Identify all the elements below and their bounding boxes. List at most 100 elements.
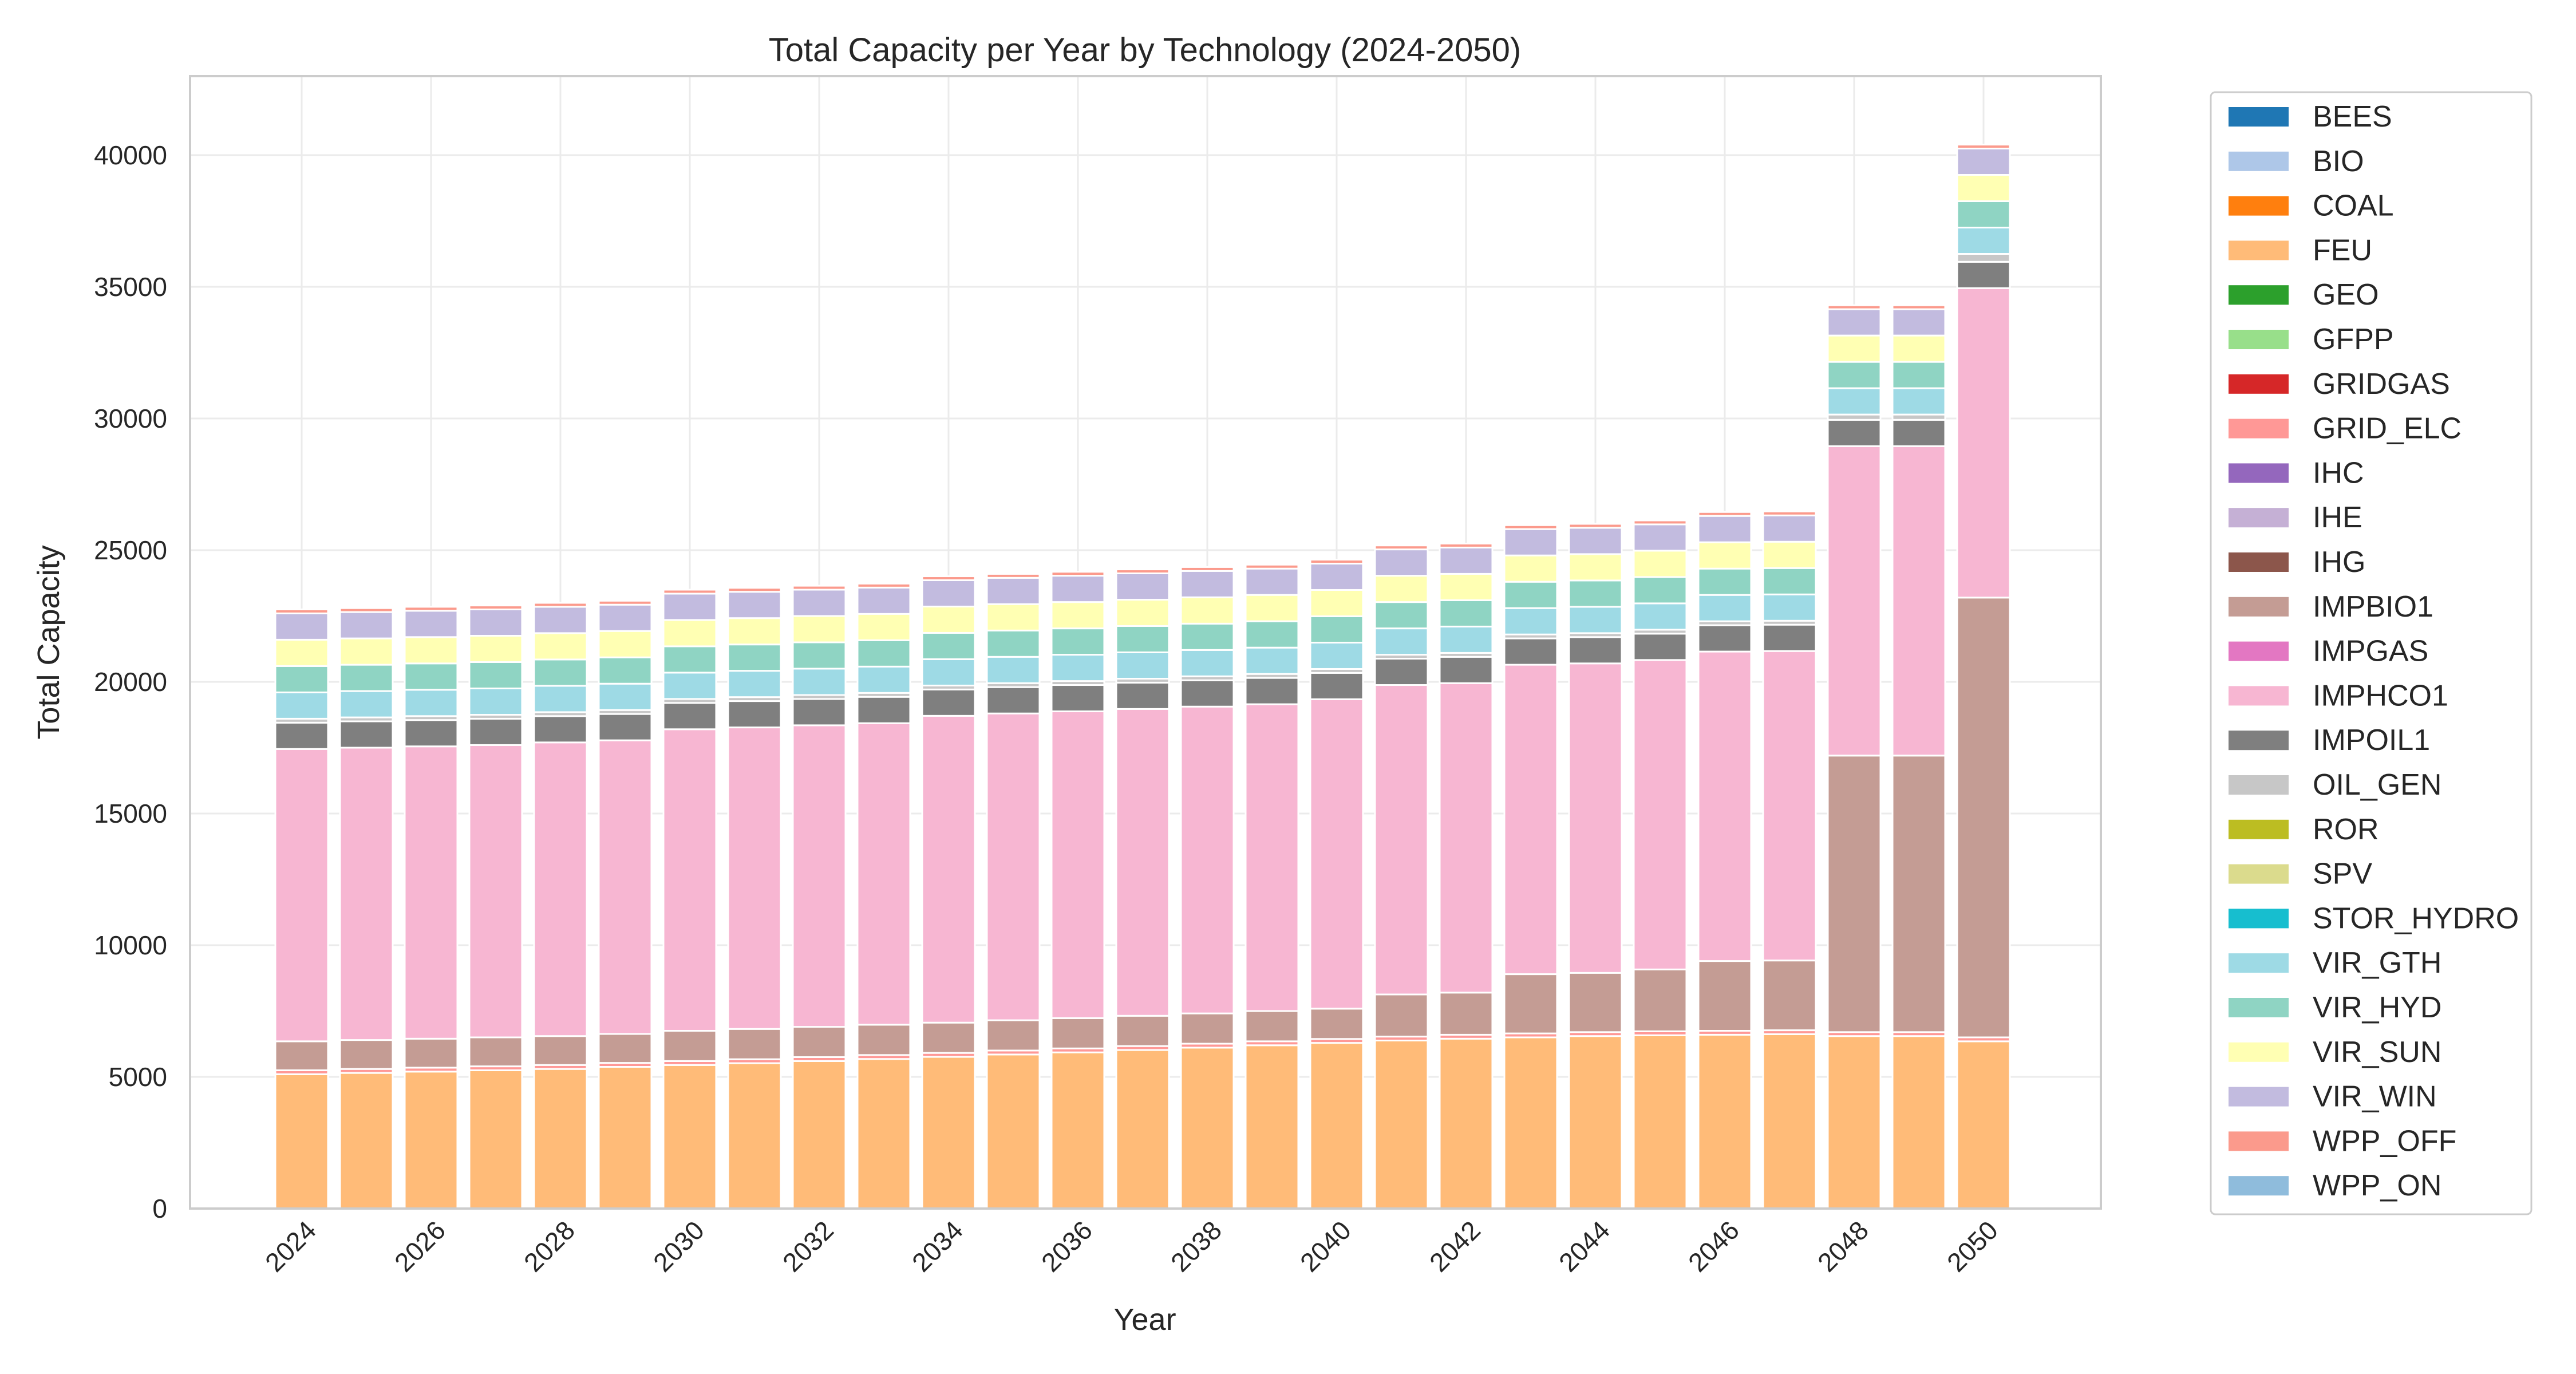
bar-segment-wpp-off: [1568, 523, 1623, 529]
bar-segment-vir-sun: [1762, 540, 1817, 569]
bar-segment-impoil1: [1568, 636, 1623, 665]
bar-segment-vir-gth: [662, 672, 717, 700]
bar-segment-impbio1: [921, 1021, 976, 1054]
legend-swatch-ihe: [2229, 508, 2289, 528]
bar-segment-vir-hyd: [1115, 625, 1170, 653]
bar-segment-imphco1: [1697, 650, 1752, 962]
bar-segment-impoil1: [468, 717, 523, 746]
bar-segment-imphco1: [598, 739, 653, 1035]
bar-segment-wpp-off: [598, 599, 653, 606]
legend-swatch-feu: [2229, 240, 2289, 260]
bar-segment-vir-gth: [1762, 593, 1817, 622]
bar-segment-vir-win: [1697, 515, 1752, 543]
bar-segment-impoil1: [1503, 637, 1558, 666]
bar-segment-vir-hyd: [1762, 567, 1817, 595]
bar-segment-vir-hyd: [1568, 579, 1623, 608]
y-tick-label: 35000: [94, 272, 167, 302]
bar-segment-impoil1: [1115, 681, 1170, 710]
bar-segment-feu: [792, 1060, 847, 1210]
bar-segment-vir-sun: [404, 636, 459, 665]
bar-segment-impbio1: [1503, 973, 1558, 1035]
bar-segment-vir-hyd: [856, 639, 911, 668]
bar-segment-vir-sun: [274, 638, 329, 667]
bar-segment-vir-gth: [1244, 646, 1299, 675]
bar-segment-imphco1: [1827, 445, 1882, 757]
bar-segment-vir-sun: [856, 613, 911, 641]
bar-segment-vir-sun: [339, 637, 394, 666]
legend-label-impoil1: IMPOIL1: [2313, 724, 2430, 757]
bar-segment-imphco1: [1439, 682, 1494, 994]
bar-segment-feu: [533, 1068, 588, 1210]
y-tick-label: 25000: [94, 535, 167, 565]
bar-segment-wpp-off: [1956, 144, 2011, 150]
bar-segment-vir-win: [1956, 148, 2011, 176]
bar-segment-vir-win: [1503, 528, 1558, 556]
y-tick-label: 30000: [94, 404, 167, 433]
bar-segment-vir-hyd: [1827, 361, 1882, 389]
bar-segment-vir-win: [1827, 308, 1882, 337]
legend-swatch-geo: [2229, 285, 2289, 305]
bar-segment-wpp-off: [727, 587, 782, 593]
bar-segment-wpp-off: [1827, 304, 1882, 310]
bar-segment-vir-sun: [1050, 601, 1105, 630]
bar-segment-feu: [1633, 1034, 1688, 1210]
bar-segment-feu: [1309, 1042, 1364, 1210]
legend-swatch-ror: [2229, 819, 2289, 839]
bar-segment-feu: [1503, 1036, 1558, 1210]
bar-segment-imphco1: [1891, 445, 1946, 757]
bar-segment-vir-sun: [792, 615, 847, 643]
bar-segment-vir-gth: [1439, 625, 1494, 654]
bar-segment-imphco1: [727, 727, 782, 1030]
bar-segment-feu: [1244, 1044, 1299, 1210]
bar-segment-wpp-off: [1633, 519, 1688, 526]
bar-segment-vir-win: [404, 610, 459, 638]
bar-segment-vir-gth: [598, 682, 653, 711]
bar-segment-impoil1: [404, 719, 459, 748]
bar-segment-impoil1: [792, 698, 847, 727]
bar-segment-feu: [598, 1066, 653, 1210]
bar-segment-imphco1: [533, 741, 588, 1037]
bar-segment-vir-win: [1633, 523, 1688, 552]
legend-label-bio: BIO: [2313, 145, 2364, 178]
bar-segment-feu: [662, 1064, 717, 1210]
y-tick-label: 5000: [109, 1062, 167, 1092]
bar-segment-wpp-off: [921, 575, 976, 581]
legend-label-spv: SPV: [2313, 858, 2372, 891]
bar-segment-imphco1: [274, 748, 329, 1043]
plot-frame: [189, 75, 2102, 1210]
bar-segment-vir-hyd: [1503, 581, 1558, 609]
bar-segment-impbio1: [598, 1033, 653, 1064]
legend-swatch-impoil1: [2229, 731, 2289, 751]
bar-segment-vir-hyd: [792, 641, 847, 670]
bar-segment-vir-win: [1762, 514, 1817, 543]
legend-box: [2210, 91, 2532, 1215]
legend-label-impbio1: IMPBIO1: [2313, 590, 2433, 623]
bar-segment-impbio1: [1180, 1012, 1235, 1045]
bar-segment-vir-hyd: [1180, 622, 1235, 651]
x-axis-title: Year: [1113, 1302, 1176, 1337]
legend-label-geo: GEO: [2313, 278, 2379, 311]
bar-segment-oil-gen: [1956, 253, 2011, 263]
bar-segment-vir-hyd: [468, 661, 523, 689]
legend-swatch-stor-hydro: [2229, 909, 2289, 929]
bar-segment-vir-sun: [533, 632, 588, 661]
y-tick-label: 15000: [94, 799, 167, 828]
y-tick-label: 20000: [94, 667, 167, 697]
bar-segment-imphco1: [662, 728, 717, 1032]
bar-segment-vir-hyd: [404, 662, 459, 691]
legend-swatch-wpp-on: [2229, 1176, 2289, 1196]
bar-segment-feu: [856, 1058, 911, 1210]
bar-segment-wpp-off: [1115, 568, 1170, 574]
bar-segment-vir-sun: [1956, 174, 2011, 202]
bar-segment-wpp-off: [404, 606, 459, 612]
legend-label-vir-win: VIR_WIN: [2313, 1080, 2437, 1114]
bar-segment-imphco1: [986, 712, 1041, 1021]
bar-segment-wpp-off: [1180, 566, 1235, 572]
y-tick-label: 10000: [94, 930, 167, 960]
bar-segment-impoil1: [1827, 418, 1882, 447]
bar-segment-impoil1: [662, 702, 717, 731]
legend-swatch-grid-elc: [2229, 418, 2289, 439]
bar-segment-vir-sun: [1891, 334, 1946, 363]
y-axis-title: Total Capacity: [31, 545, 66, 739]
bar-segment-vir-win: [1568, 527, 1623, 555]
